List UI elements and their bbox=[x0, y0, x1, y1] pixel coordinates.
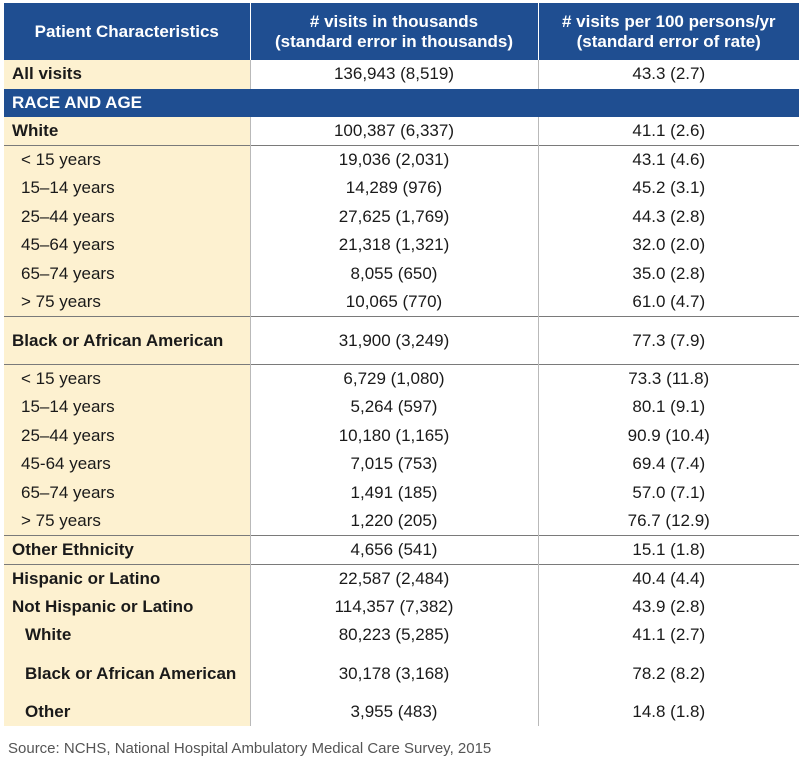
table-row-white-25-44: 25–44 years 27,625 (1,769) 44.3 (2.8) bbox=[4, 202, 799, 231]
row-rate: 41.1 (2.7) bbox=[632, 625, 706, 645]
row-rate: 90.9 (10.4) bbox=[627, 425, 710, 445]
row-label: 65–74 years bbox=[4, 478, 251, 507]
row-label: Black or African American bbox=[4, 316, 251, 365]
row-label: 25–44 years bbox=[4, 421, 251, 450]
row-rate: 43.9 (2.8) bbox=[632, 596, 706, 616]
row-visits: 31,900 (3,249) bbox=[250, 316, 539, 365]
table-row-white-65-74: 65–74 years 8,055 (650) 35.0 (2.8) bbox=[4, 259, 799, 288]
row-label: 15–14 years bbox=[4, 393, 251, 422]
row-label: 25–44 years bbox=[4, 202, 251, 231]
row-label: > 75 years bbox=[4, 507, 251, 536]
row-visits: 114,357 (7,382) bbox=[250, 592, 539, 621]
row-rate: 43.3 (2.7) bbox=[632, 64, 706, 84]
row-label: Hispanic or Latino bbox=[4, 563, 251, 593]
row-visits: 100,387 (6,337) bbox=[250, 117, 539, 146]
row-visits: 1,491 (185) bbox=[250, 478, 539, 507]
table-row-black-lt15: < 15 years 6,729 (1,080) 73.3 (11.8) bbox=[4, 364, 799, 393]
row-visits: 6,729 (1,080) bbox=[250, 364, 539, 393]
row-rate: 73.3 (11.8) bbox=[538, 364, 799, 393]
table-row-hispanic: Hispanic or Latino 22,587 (2,484) 40.4 (… bbox=[4, 563, 799, 593]
row-label: > 75 years bbox=[4, 288, 251, 317]
row-visits: 7,015 (753) bbox=[250, 450, 539, 479]
header-col2-line1: # visits in thousands bbox=[309, 11, 479, 31]
table-header-row: Patient Characteristics # visits in thou… bbox=[4, 3, 799, 60]
table-row-black-45-64: 45-64 years 7,015 (753) 69.4 (7.4) bbox=[4, 450, 799, 479]
row-rate: 61.0 (4.7) bbox=[632, 292, 706, 311]
table-row-all-visits: All visits 136,943 (8,519) 43.3 (2.7) bbox=[4, 60, 799, 89]
table-row-white-lt15: < 15 years 19,036 (2,031) 43.1 (4.6) bbox=[4, 145, 799, 174]
table-row-nh-black: Black or African American 30,178 (3,168)… bbox=[4, 649, 799, 698]
section-label: RACE AND AGE bbox=[4, 88, 799, 117]
row-rate: 69.4 (7.4) bbox=[632, 454, 706, 474]
row-rate: 80.1 (9.1) bbox=[632, 397, 706, 417]
row-label: 65–74 years bbox=[4, 259, 251, 288]
table-row-white: White 100,387 (6,337) 41.1 (2.6) bbox=[4, 117, 799, 146]
row-rate: 15.1 (1.8) bbox=[538, 535, 799, 564]
row-rate: 43.1 (4.6) bbox=[538, 145, 799, 174]
row-visits: 10,180 (1,165) bbox=[250, 421, 539, 450]
row-rate: 78.2 (8.2) bbox=[632, 663, 706, 683]
row-visits: 5,264 (597) bbox=[250, 393, 539, 422]
row-rate: 32.0 (2.0) bbox=[632, 235, 706, 255]
table-row-black: Black or African American 31,900 (3,249)… bbox=[4, 316, 799, 365]
table-row-not-hispanic: Not Hispanic or Latino 114,357 (7,382) 4… bbox=[4, 592, 799, 621]
row-visits: 21,318 (1,321) bbox=[250, 231, 539, 260]
row-rate: 14.8 (1.8) bbox=[632, 701, 706, 721]
header-col3-line1: # visits per 100 persons/yr bbox=[561, 11, 776, 31]
row-rate: 35.0 (2.8) bbox=[632, 263, 706, 283]
table-row-black-gt75: > 75 years 1,220 (205) 76.7 (12.9) bbox=[4, 507, 799, 536]
header-patient-characteristics: Patient Characteristics bbox=[4, 3, 251, 60]
row-rate: 76.7 (12.9) bbox=[627, 511, 710, 530]
row-rate: 41.1 (2.6) bbox=[632, 121, 706, 140]
row-label: Black or African American bbox=[4, 649, 251, 698]
row-visits: 1,220 (205) bbox=[250, 507, 539, 536]
header-visits: # visits in thousands (standard error in … bbox=[250, 3, 539, 60]
header-col2-line2: (standard error in thousands) bbox=[274, 31, 514, 51]
row-rate: 57.0 (7.1) bbox=[632, 482, 706, 502]
row-visits: 27,625 (1,769) bbox=[250, 202, 539, 231]
row-rate: 45.2 (3.1) bbox=[632, 178, 706, 198]
row-visits: 19,036 (2,031) bbox=[250, 145, 539, 174]
row-label: White bbox=[4, 117, 251, 146]
row-visits: 30,178 (3,168) bbox=[250, 649, 539, 698]
row-visits: 22,587 (2,484) bbox=[250, 563, 539, 593]
table-row-black-15-14: 15–14 years 5,264 (597) 80.1 (9.1) bbox=[4, 393, 799, 422]
table-row-white-gt75: > 75 years 10,065 (770) 61.0 (4.7) bbox=[4, 288, 799, 317]
header-col3-line2: (standard error of rate) bbox=[576, 31, 761, 51]
row-visits: 3,955 (483) bbox=[250, 697, 539, 726]
row-visits: 136,943 (8,519) bbox=[250, 60, 539, 89]
row-label: 15–14 years bbox=[4, 174, 251, 203]
row-label: Other bbox=[4, 697, 251, 726]
source-note: Source: NCHS, National Hospital Ambulato… bbox=[8, 740, 492, 757]
row-visits: 80,223 (5,285) bbox=[250, 621, 539, 650]
row-label: < 15 years bbox=[4, 364, 251, 393]
table-row-other-ethnicity: Other Ethnicity 4,656 (541) 15.1 (1.8) bbox=[4, 535, 799, 564]
row-label: All visits bbox=[4, 60, 251, 89]
header-col1-text: Patient Characteristics bbox=[34, 21, 219, 41]
row-visits: 10,065 (770) bbox=[250, 288, 539, 317]
row-label: Other Ethnicity bbox=[4, 535, 251, 564]
section-race-and-age: RACE AND AGE bbox=[4, 88, 799, 117]
row-rate: 40.4 (4.4) bbox=[538, 563, 799, 593]
table-row-white-15-14: 15–14 years 14,289 (976) 45.2 (3.1) bbox=[4, 174, 799, 203]
row-label: 45-64 years bbox=[4, 450, 251, 479]
table-row-nh-other: Other 3,955 (483) 14.8 (1.8) bbox=[4, 697, 799, 726]
row-rate: 77.3 (7.9) bbox=[538, 316, 799, 365]
table-row-white-45-64: 45–64 years 21,318 (1,321) 32.0 (2.0) bbox=[4, 231, 799, 260]
row-rate: 44.3 (2.8) bbox=[632, 206, 706, 226]
table-row-nh-white: White 80,223 (5,285) 41.1 (2.7) bbox=[4, 621, 799, 650]
patient-characteristics-table: Patient Characteristics # visits in thou… bbox=[4, 3, 799, 726]
row-label: Not Hispanic or Latino bbox=[4, 592, 251, 621]
table-row-black-25-44: 25–44 years 10,180 (1,165) 90.9 (10.4) bbox=[4, 421, 799, 450]
row-visits: 14,289 (976) bbox=[250, 174, 539, 203]
row-label: 45–64 years bbox=[4, 231, 251, 260]
table-row-black-65-74: 65–74 years 1,491 (185) 57.0 (7.1) bbox=[4, 478, 799, 507]
row-label: White bbox=[4, 621, 251, 650]
row-visits: 8,055 (650) bbox=[250, 259, 539, 288]
row-label: < 15 years bbox=[4, 145, 251, 174]
row-visits: 4,656 (541) bbox=[250, 535, 539, 564]
header-rate: # visits per 100 persons/yr (standard err… bbox=[538, 3, 799, 60]
